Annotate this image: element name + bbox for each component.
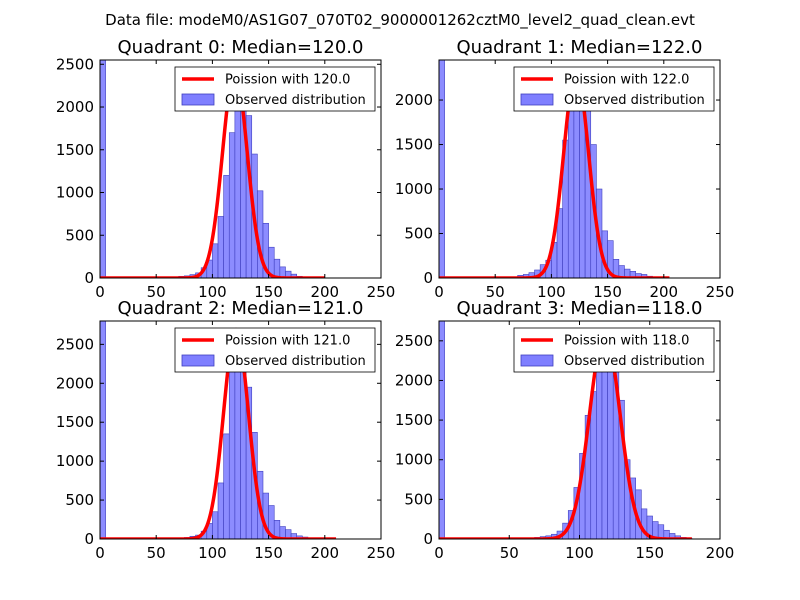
subplot-title: Quadrant 3: Median=118.0 xyxy=(457,298,703,319)
x-tick-label: 50 xyxy=(500,544,519,562)
legend-box xyxy=(174,66,376,112)
y-tick-label: 2500 xyxy=(56,335,94,353)
histogram-bar xyxy=(100,60,106,278)
y-tick-label: 2500 xyxy=(56,55,94,73)
histogram-bar xyxy=(223,433,230,539)
histogram-bar xyxy=(228,132,236,278)
x-tick-label: 50 xyxy=(486,283,505,301)
subplot-3: 0 50 100 150 20005001000150020002500Quadrant… xyxy=(395,298,735,562)
legend-observed-label: Observed distribution xyxy=(564,93,705,108)
histogram-bar xyxy=(596,369,603,539)
legend: Poission with 121.0 Observed distribution xyxy=(174,327,376,373)
y-tick-label: 1000 xyxy=(395,180,433,198)
y-tick-label: 500 xyxy=(404,225,433,243)
x-tick-label: 0 xyxy=(95,544,105,562)
x-tick-label: 50 xyxy=(147,544,166,562)
x-tick-label: 100 xyxy=(565,544,594,562)
axes-frame xyxy=(99,59,382,279)
histogram-bar xyxy=(212,243,219,278)
y-tick-label: 2500 xyxy=(395,332,433,350)
legend-bar-swatch xyxy=(520,93,554,106)
legend-bar-swatch xyxy=(181,93,215,106)
x-tick-label: 200 xyxy=(310,544,339,562)
histogram-bar xyxy=(657,524,665,539)
legend-bar-swatch xyxy=(520,354,554,367)
histogram-bar xyxy=(607,357,614,539)
y-tick-label: 2000 xyxy=(395,371,433,389)
x-tick-label: 150 xyxy=(635,544,664,562)
legend-observed-label: Observed distribution xyxy=(564,354,705,369)
legend: Poission with 120.0 Observed distribution xyxy=(174,66,376,112)
histogram-bar xyxy=(234,93,241,278)
x-tick-label: 250 xyxy=(706,283,735,301)
subplot-title: Quadrant 2: Median=121.0 xyxy=(118,298,364,319)
y-tick-label: 0 xyxy=(423,530,433,548)
y-tick-label: 2000 xyxy=(56,374,94,392)
legend-poisson-label: Poission with 120.0 xyxy=(225,73,350,88)
y-tick-label: 1500 xyxy=(56,413,94,431)
legend-observed-label: Observed distribution xyxy=(225,93,366,108)
legend-observed-label: Observed distribution xyxy=(225,354,366,369)
histogram-bar xyxy=(217,482,224,539)
subplot-0: 0 50 100 150 200 25005001000150020002500Quadr… xyxy=(56,37,396,301)
x-tick-label: 100 xyxy=(198,544,227,562)
x-tick-label: 250 xyxy=(367,544,396,562)
histogram-bar xyxy=(223,175,230,278)
x-tick-label: 150 xyxy=(254,283,283,301)
legend-poisson-label: Poission with 122.0 xyxy=(564,73,689,88)
legend: Poission with 118.0 Observed distribution xyxy=(513,327,715,373)
x-tick-label: 0 xyxy=(434,283,444,301)
y-tick-label: 2000 xyxy=(395,91,433,109)
histogram-bar xyxy=(590,391,597,539)
legend-poisson-label: Poission with 121.0 xyxy=(225,334,350,349)
figure-suptitle: Data file: modeM0/AS1G07_070T02_90000012… xyxy=(105,11,695,30)
y-tick-label: 1000 xyxy=(56,452,94,470)
histogram-bar xyxy=(100,321,106,539)
y-tick-label: 500 xyxy=(65,491,94,509)
y-tick-label: 1000 xyxy=(395,451,433,469)
x-tick-label: 200 xyxy=(706,544,735,562)
subplot-title: Quadrant 0: Median=120.0 xyxy=(118,37,364,58)
plot-area xyxy=(439,321,693,539)
x-tick-label: 200 xyxy=(310,283,339,301)
y-tick-label: 1500 xyxy=(395,136,433,154)
subplot-2: 0 50 100 150 200 25005001000150020002500Quadr… xyxy=(56,298,396,562)
histogram-bar xyxy=(601,356,608,539)
y-tick-label: 0 xyxy=(84,530,94,548)
histogram-bar xyxy=(228,371,236,539)
x-tick-label: 250 xyxy=(367,283,396,301)
y-tick-label: 0 xyxy=(423,269,433,287)
y-tick-label: 500 xyxy=(404,490,433,508)
histogram-bar xyxy=(439,60,445,278)
y-tick-label: 1500 xyxy=(395,411,433,429)
subplot-title: Quadrant 1: Median=122.0 xyxy=(457,37,703,58)
plot-area xyxy=(100,321,338,539)
legend-poisson-label: Poission with 118.0 xyxy=(564,334,689,349)
histogram-bar xyxy=(217,216,224,278)
poisson-curve xyxy=(100,327,338,539)
histogram-bar xyxy=(567,95,575,278)
y-tick-label: 1000 xyxy=(56,184,94,202)
x-tick-label: 0 xyxy=(434,544,444,562)
axes-frame xyxy=(438,59,721,279)
legend-bar-swatch xyxy=(181,354,215,367)
x-tick-label: 0 xyxy=(95,283,105,301)
y-tick-label: 2000 xyxy=(56,98,94,116)
x-tick-label: 100 xyxy=(198,283,227,301)
x-tick-label: 200 xyxy=(649,283,678,301)
histogram-bar xyxy=(439,321,445,539)
x-tick-label: 150 xyxy=(593,283,622,301)
x-tick-label: 150 xyxy=(254,544,283,562)
legend: Poission with 122.0 Observed distribution xyxy=(513,66,715,112)
subplot-1: 0 50 100 150 200 250 0 500 1000 1500 2000 Quadrant … xyxy=(395,37,735,301)
histogram-bar xyxy=(212,511,219,539)
x-tick-label: 50 xyxy=(147,283,166,301)
y-tick-label: 500 xyxy=(65,226,94,244)
y-tick-label: 1500 xyxy=(56,141,94,159)
x-tick-label: 100 xyxy=(537,283,566,301)
y-tick-label: 0 xyxy=(84,269,94,287)
axes-frame xyxy=(99,320,382,540)
